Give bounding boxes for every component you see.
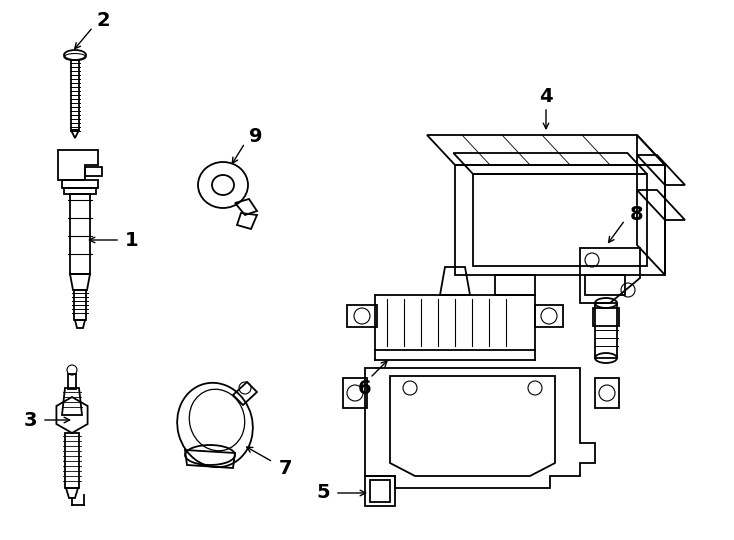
Bar	[535, 305, 563, 327]
Bar	[370, 480, 390, 502]
Text: 9: 9	[249, 127, 263, 146]
Bar	[347, 305, 377, 327]
Text: 7: 7	[279, 458, 293, 477]
Bar	[64, 188, 96, 194]
Text: 3: 3	[23, 410, 37, 429]
Text: 8: 8	[630, 205, 644, 224]
Bar	[74, 290, 86, 320]
Text: 1: 1	[125, 231, 139, 249]
Text: 6: 6	[358, 379, 372, 397]
Bar	[595, 303, 617, 358]
Text: 2: 2	[97, 11, 111, 30]
Bar	[68, 374, 76, 389]
Bar	[343, 378, 367, 408]
Bar	[365, 476, 395, 506]
Bar	[65, 433, 79, 488]
Bar	[593, 308, 619, 326]
Bar	[595, 378, 619, 408]
Bar	[375, 295, 535, 350]
Text: 4: 4	[539, 87, 553, 106]
Text: 5: 5	[316, 483, 330, 503]
Bar	[62, 180, 98, 188]
Bar	[70, 194, 90, 274]
Bar	[71, 60, 79, 130]
